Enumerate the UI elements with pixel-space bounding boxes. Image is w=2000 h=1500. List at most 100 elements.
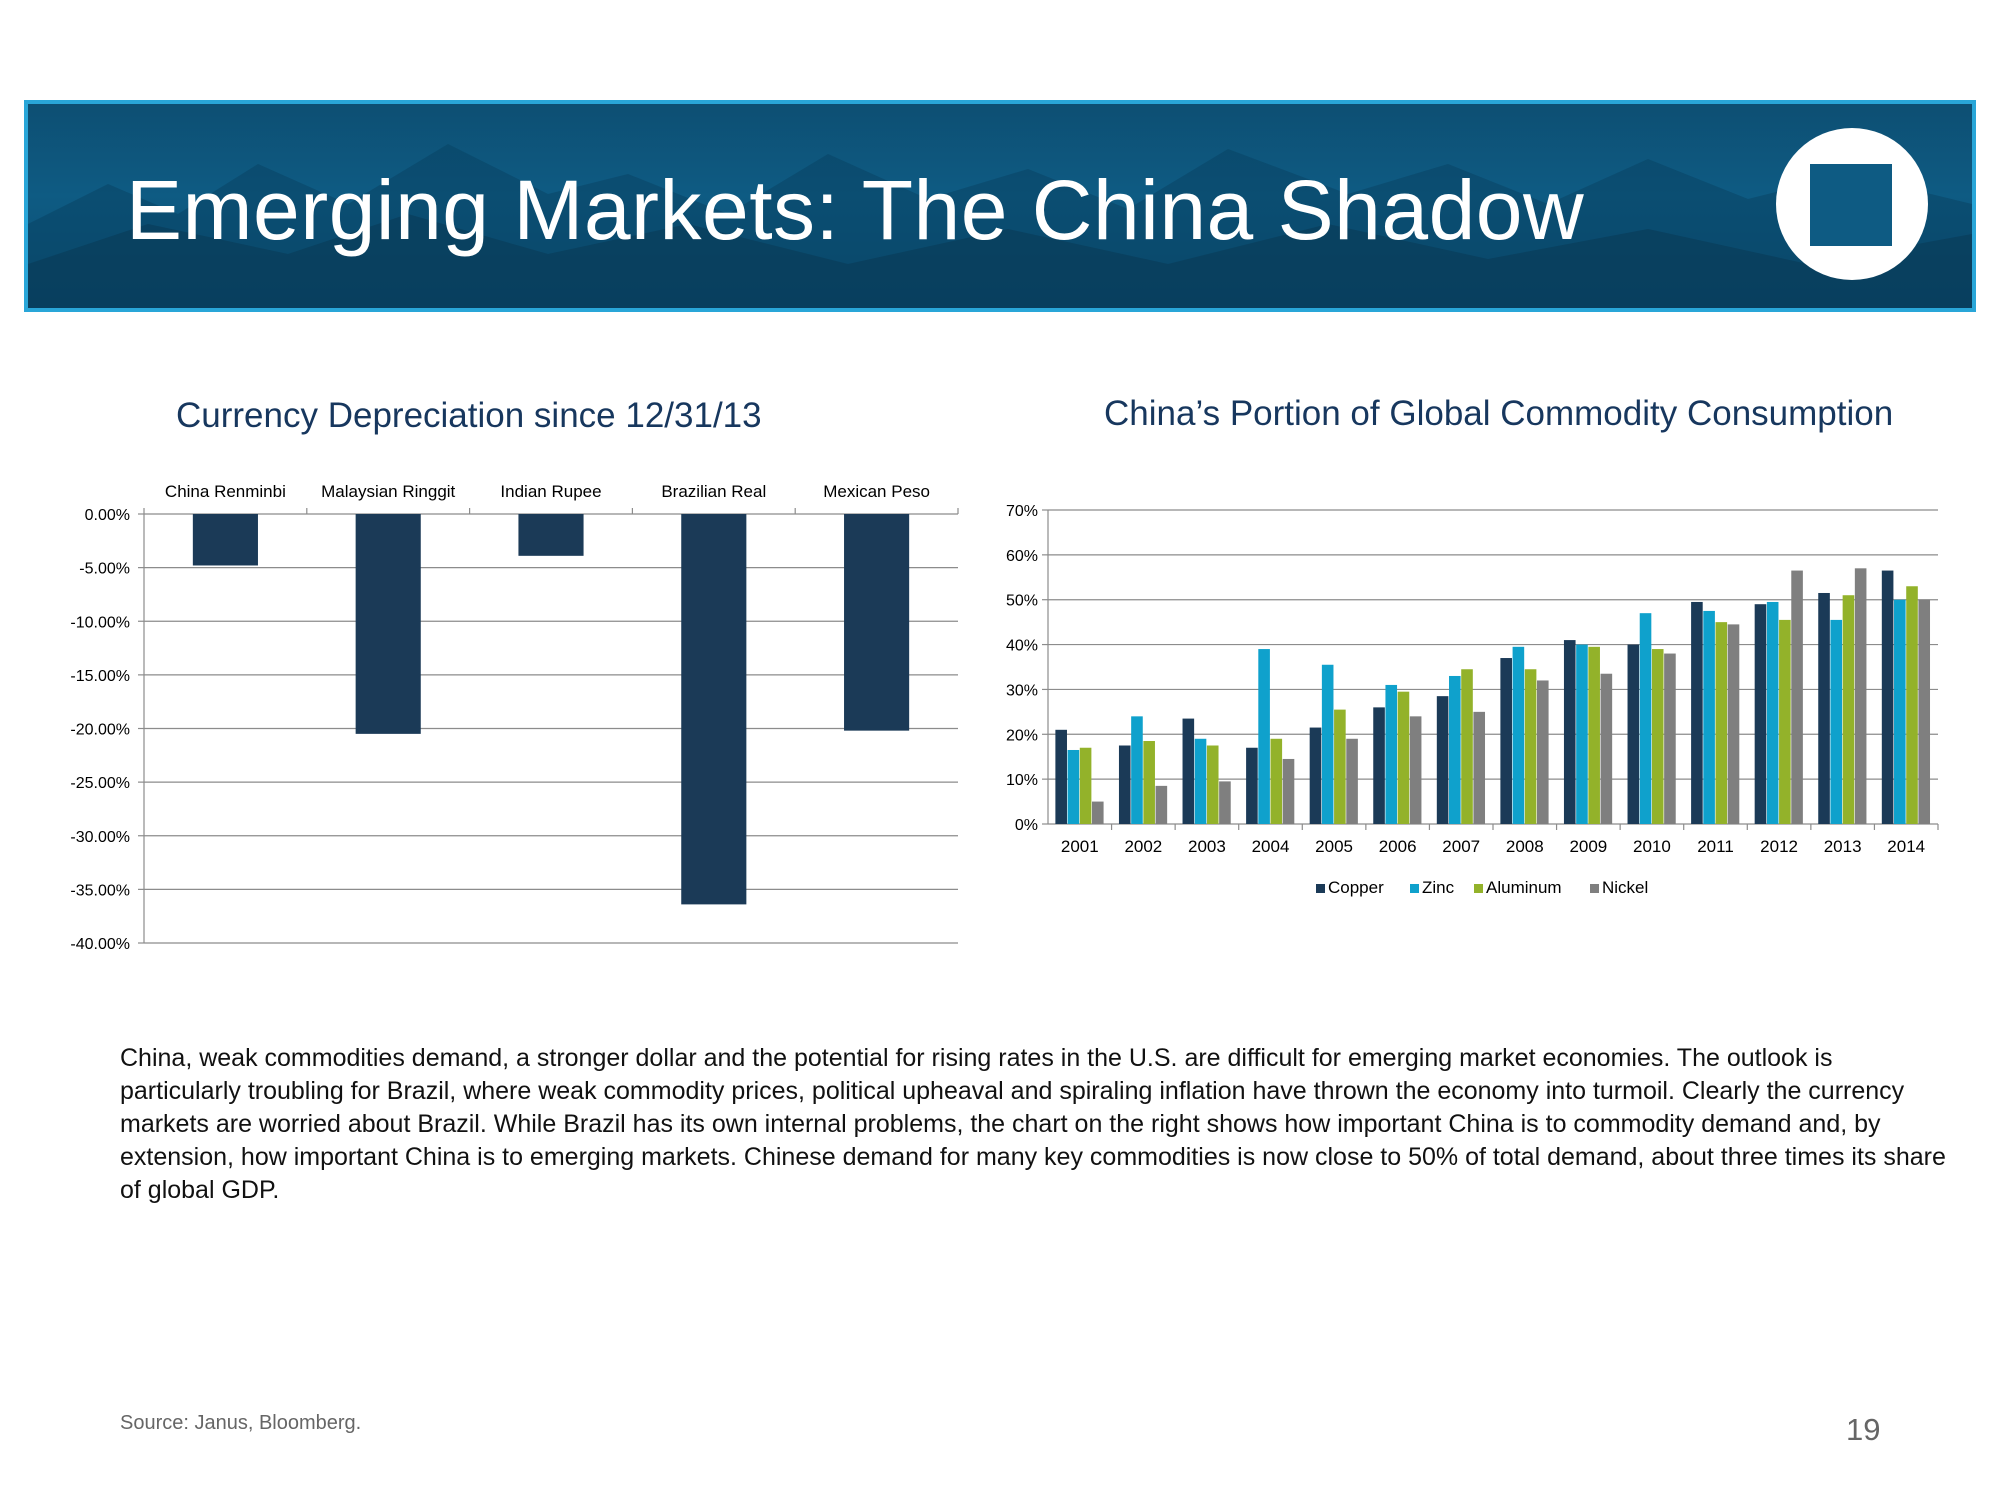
y-tick-label: -15.00% (70, 668, 130, 685)
y-tick-label: -35.00% (70, 882, 130, 899)
year-label: 2007 (1442, 837, 1480, 856)
bar-copper-2012 (1754, 604, 1767, 824)
logo (1776, 128, 1928, 280)
bar-copper-2005 (1309, 727, 1322, 824)
bar-zinc-2010 (1639, 613, 1652, 824)
source-note: Source: Janus, Bloomberg. (120, 1412, 362, 1434)
y-tick-label: -5.00% (79, 561, 130, 578)
y-tick-label: 10% (1006, 772, 1038, 789)
year-label: 2002 (1124, 837, 1162, 856)
bar-aluminum-2004 (1270, 738, 1283, 824)
bar-zinc-2013 (1830, 619, 1843, 824)
y-tick-label: -20.00% (70, 722, 130, 739)
y-tick-label: 40% (1006, 638, 1038, 655)
bar-copper-2008 (1500, 658, 1512, 824)
bar-aluminum-2006 (1397, 691, 1410, 824)
year-label: 2001 (1061, 837, 1099, 856)
bar-aluminum-2009 (1588, 646, 1600, 824)
bar-copper-2007 (1436, 696, 1449, 824)
year-label: 2011 (1697, 837, 1734, 856)
bar-zinc-2014 (1894, 599, 1906, 824)
mountain-background (28, 144, 1972, 308)
bar-aluminum-2007 (1461, 669, 1473, 824)
bar-nickel-2005 (1346, 738, 1358, 824)
bar-nickel-2001 (1091, 801, 1104, 824)
year-label: 2004 (1252, 837, 1290, 856)
y-tick-label: 20% (1006, 727, 1038, 744)
y-tick-label: 60% (1006, 548, 1038, 565)
bar-nickel-2006 (1409, 716, 1422, 824)
year-label: 2008 (1506, 837, 1544, 856)
bar-nickel-2009 (1600, 673, 1613, 824)
legend-label-copper: Copper (1328, 878, 1384, 897)
bar-aluminum-2011 (1715, 622, 1728, 824)
y-tick-label: -40.00% (70, 936, 130, 953)
commentary-text: China, weak commodities demand, a strong… (120, 1044, 1946, 1204)
y-tick-label: 0% (1015, 817, 1038, 834)
page-number: 19 (1846, 1412, 1881, 1447)
bar-aluminum-2003 (1206, 745, 1219, 824)
bar-china-renminbi (192, 514, 258, 566)
currency-depreciation-chart: 0.00% -5.00% -10.00% -15.00% -20.00% -25.00% -… (70, 482, 959, 953)
bar-nickel-2004 (1282, 758, 1295, 824)
bar-nickel-2014 (1918, 599, 1931, 824)
y-tick-label: -10.00% (70, 614, 130, 631)
bar-zinc-2012 (1766, 601, 1779, 824)
category-label: Malaysian Ringgit (321, 482, 455, 501)
bar-aluminum-2005 (1334, 709, 1346, 824)
bar-aluminum-2002 (1143, 741, 1155, 824)
bar-zinc-2007 (1449, 675, 1461, 824)
bar-zinc-2011 (1703, 610, 1715, 824)
bar-nickel-2011 (1727, 624, 1740, 824)
y-tick-label: -25.00% (70, 775, 130, 792)
page-title: Emerging Markets: The China Shadow (126, 163, 1585, 257)
bar-aluminum-2012 (1779, 619, 1791, 824)
bar-zinc-2004 (1258, 649, 1270, 824)
legend-swatch-copper (1316, 884, 1325, 893)
bar-brazilian-real (681, 514, 747, 905)
currency-chart-title: Currency Depreciation since 12/31/13 (176, 396, 762, 435)
bar-nickel-2013 (1854, 568, 1867, 824)
year-label: 2012 (1760, 837, 1798, 856)
commodity-consumption-chart: 0% 10% 20% 30% 40% 50% 60% 70% 2001 2002 2003 2004 2… (1006, 503, 1939, 897)
year-label: 2005 (1315, 837, 1353, 856)
year-label: 2010 (1633, 837, 1671, 856)
bar-aluminum-2010 (1651, 649, 1664, 824)
legend-label-zinc: Zinc (1422, 878, 1455, 897)
bar-copper-2001 (1055, 729, 1067, 824)
bar-nickel-2008 (1536, 680, 1549, 824)
bar-copper-2009 (1563, 640, 1576, 824)
bar-indian-rupee (518, 514, 584, 556)
y-tick-label: -30.00% (70, 829, 130, 846)
bar-zinc-2003 (1194, 738, 1207, 824)
y-tick-label: 70% (1006, 503, 1038, 520)
commodity-chart-title: China’s Portion of Global Commodity Cons… (1104, 394, 1894, 433)
bar-malaysian-ringgit (355, 514, 421, 734)
year-label: 2014 (1887, 837, 1925, 856)
year-label: 2006 (1379, 837, 1417, 856)
year-label: 2013 (1824, 837, 1862, 856)
bar-copper-2011 (1691, 601, 1703, 824)
legend-swatch-nickel (1590, 884, 1599, 893)
bar-copper-2006 (1373, 707, 1385, 824)
square-logo-icon (1810, 164, 1892, 246)
bar-nickel-2010 (1664, 653, 1676, 824)
y-tick-label: 50% (1006, 593, 1038, 610)
title-banner: Emerging Markets: The China Shadow (24, 100, 1976, 312)
bar-zinc-2005 (1321, 664, 1334, 824)
bar-zinc-2002 (1131, 716, 1143, 824)
category-label: Mexican Peso (823, 482, 930, 501)
legend-label-aluminum: Aluminum (1486, 878, 1562, 897)
bar-aluminum-2008 (1524, 669, 1537, 824)
legend-swatch-zinc (1410, 884, 1419, 893)
bar-copper-2014 (1881, 570, 1894, 824)
bar-aluminum-2013 (1842, 595, 1855, 824)
category-label: Indian Rupee (500, 482, 601, 501)
legend-swatch-aluminum (1474, 884, 1483, 893)
bar-zinc-2006 (1385, 684, 1398, 824)
bar-copper-2004 (1246, 747, 1258, 824)
bar-aluminum-2001 (1079, 747, 1092, 824)
bar-nickel-2007 (1473, 711, 1486, 824)
bar-copper-2002 (1118, 745, 1131, 824)
y-tick-label: 30% (1006, 682, 1038, 699)
